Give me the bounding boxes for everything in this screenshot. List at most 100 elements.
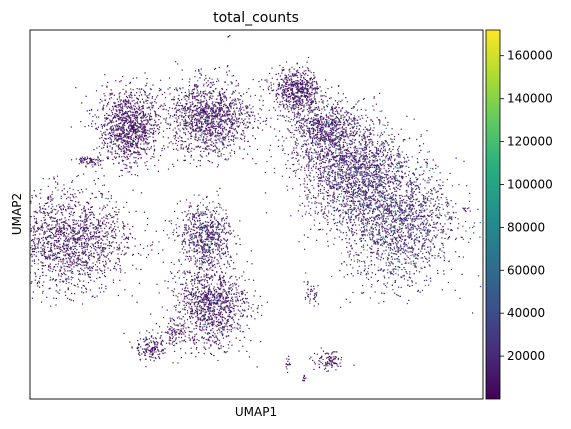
- data-point: [355, 170, 357, 172]
- data-point: [297, 96, 299, 98]
- data-point: [352, 135, 354, 137]
- data-point: [118, 144, 120, 146]
- data-point: [127, 116, 129, 118]
- data-point: [383, 165, 385, 167]
- data-point: [146, 143, 148, 145]
- data-point: [326, 120, 328, 122]
- data-point: [178, 117, 180, 119]
- data-point: [313, 109, 315, 111]
- data-point: [109, 94, 111, 96]
- data-point: [357, 170, 359, 172]
- data-point: [241, 102, 243, 104]
- data-point: [352, 164, 354, 167]
- data-point: [130, 117, 132, 119]
- data-point: [147, 97, 149, 99]
- data-point: [185, 112, 187, 114]
- data-point: [222, 105, 225, 108]
- data-point: [190, 109, 192, 111]
- data-point: [337, 168, 339, 170]
- data-point: [199, 112, 201, 114]
- data-point: [340, 193, 343, 195]
- data-point: [342, 114, 344, 116]
- data-point: [258, 80, 260, 83]
- data-point: [303, 76, 305, 78]
- data-point: [190, 128, 192, 130]
- data-point: [374, 189, 376, 191]
- data-point: [185, 122, 187, 124]
- data-point: [400, 202, 402, 204]
- data-point: [338, 200, 340, 202]
- data-point: [233, 138, 235, 141]
- data-point: [359, 184, 361, 186]
- data-point: [299, 103, 301, 105]
- data-point: [173, 114, 176, 116]
- data-point: [363, 172, 365, 174]
- data-point: [320, 174, 322, 176]
- data-point: [377, 134, 379, 136]
- data-point: [132, 139, 134, 141]
- data-point: [309, 120, 311, 123]
- data-point: [408, 170, 410, 173]
- data-point: [364, 159, 366, 161]
- data-point: [205, 120, 207, 122]
- data-point: [225, 115, 227, 117]
- data-point: [347, 167, 349, 169]
- data-point: [241, 95, 243, 97]
- data-point: [220, 97, 223, 99]
- data-point: [319, 156, 321, 158]
- data-point: [154, 112, 156, 114]
- data-point: [335, 136, 337, 139]
- data-point: [236, 120, 238, 122]
- data-point: [91, 108, 93, 110]
- data-point: [361, 172, 363, 175]
- data-point: [123, 136, 125, 138]
- data-point: [359, 160, 361, 162]
- data-point: [119, 105, 121, 107]
- data-point: [285, 120, 287, 122]
- data-point: [316, 108, 318, 110]
- data-point: [173, 99, 176, 101]
- data-point: [110, 139, 113, 141]
- data-point: [315, 126, 317, 128]
- data-point: [101, 100, 103, 102]
- data-point: [114, 129, 116, 131]
- data-point: [356, 109, 358, 111]
- data-point: [338, 144, 340, 146]
- data-point: [311, 140, 314, 142]
- data-point: [327, 148, 329, 150]
- data-point: [154, 111, 156, 113]
- data-point: [298, 89, 300, 91]
- data-point: [132, 113, 134, 115]
- data-point: [312, 102, 314, 104]
- data-point: [219, 137, 221, 139]
- data-point: [192, 121, 194, 123]
- data-point: [306, 127, 309, 129]
- data-point: [328, 179, 330, 181]
- data-point: [196, 92, 198, 94]
- data-point: [224, 81, 226, 83]
- data-point: [392, 178, 394, 180]
- data-point: [230, 127, 233, 129]
- data-point: [129, 96, 131, 98]
- data-point: [177, 124, 180, 126]
- data-point: [116, 139, 118, 141]
- data-point: [341, 99, 343, 101]
- data-point: [220, 118, 223, 121]
- data-point: [110, 89, 112, 91]
- data-point: [146, 95, 148, 97]
- data-point: [305, 125, 307, 127]
- data-point: [394, 177, 396, 179]
- data-point: [239, 110, 241, 112]
- data-point: [368, 173, 370, 175]
- data-point: [150, 116, 152, 118]
- data-point: [129, 82, 131, 85]
- data-point: [192, 130, 194, 132]
- data-point: [137, 147, 139, 149]
- data-point: [213, 104, 215, 106]
- data-point: [349, 184, 351, 186]
- data-point: [238, 113, 240, 115]
- data-point: [366, 192, 368, 194]
- data-point: [361, 194, 363, 196]
- data-point: [319, 109, 321, 111]
- data-point: [222, 115, 224, 117]
